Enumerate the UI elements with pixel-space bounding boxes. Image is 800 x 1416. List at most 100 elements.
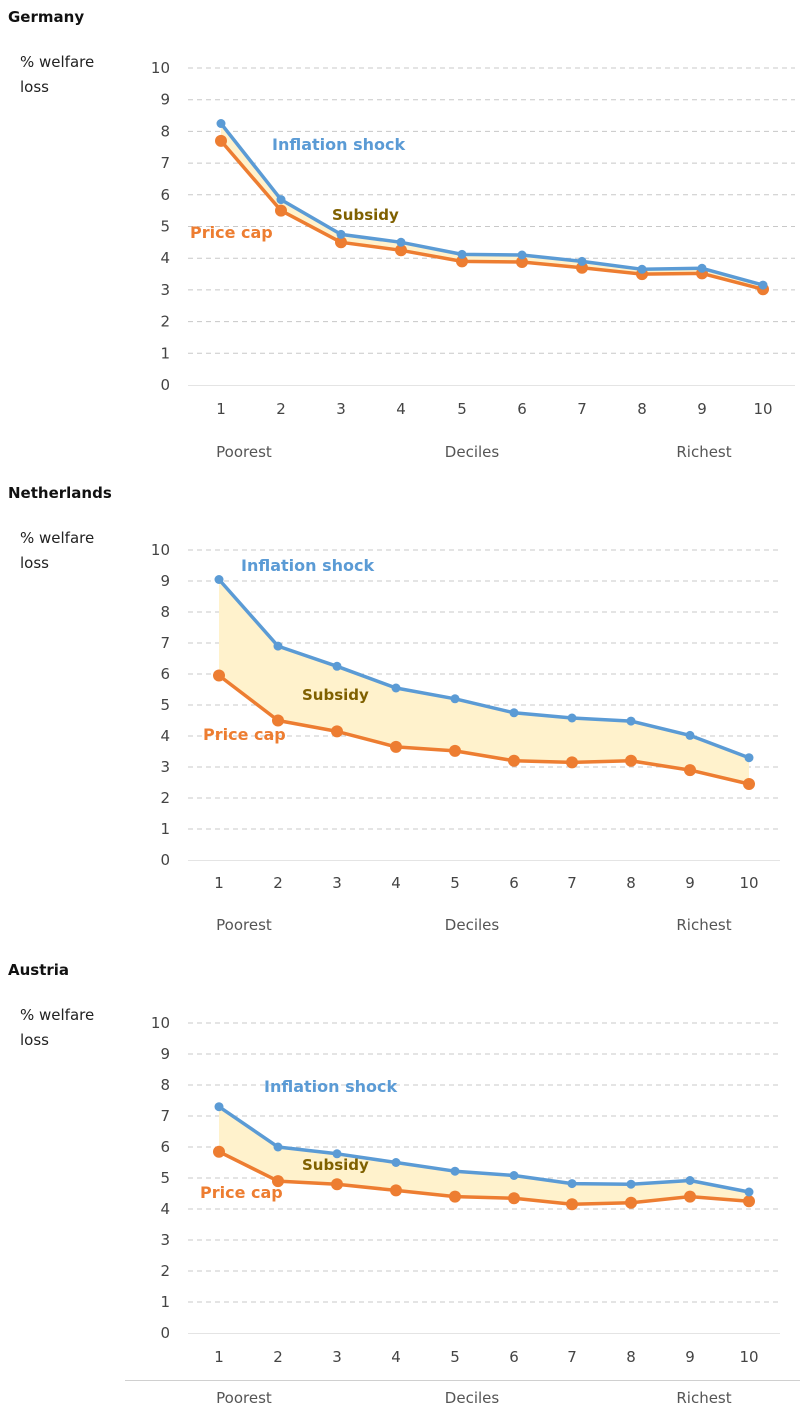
inflation-shock-point	[626, 1179, 636, 1189]
y-tick-label: 0	[160, 376, 170, 394]
x-tick-label: 4	[391, 874, 401, 892]
x-tick-label: 10	[739, 1348, 758, 1366]
y-tick-label: 1	[160, 344, 170, 362]
x-tick-label: 5	[457, 400, 467, 418]
x-tick-label: 6	[509, 874, 519, 892]
price-cap-point	[449, 744, 461, 757]
y-tick-label: 3	[160, 758, 170, 776]
price-cap-label: Price cap	[190, 223, 273, 242]
inflation-shock-point	[758, 280, 768, 290]
subsidy-label: Subsidy	[332, 206, 399, 224]
x-label-poorest: Poorest	[216, 916, 272, 934]
price-cap-line	[217, 674, 750, 786]
y-tick-label: 6	[160, 186, 170, 204]
subsidy-area	[219, 1106, 749, 1205]
x-tick-label: 6	[517, 400, 527, 418]
y-tick-label: 7	[160, 634, 170, 652]
x-tick-label: 9	[685, 874, 695, 892]
y-tick-label: 6	[160, 665, 170, 683]
inflation-shock-label: Inflation shock	[272, 135, 405, 154]
y-tick-label: 4	[160, 1200, 170, 1218]
price-cap-point	[213, 669, 225, 682]
x-tick-label: 3	[332, 874, 342, 892]
inflation-shock-point	[637, 264, 647, 274]
x-tick-label: 2	[273, 1348, 283, 1366]
price-cap-point	[215, 134, 227, 147]
y-tick-label: 10	[151, 59, 170, 77]
y-axis-label: loss	[20, 554, 49, 572]
y-tick-label: 0	[160, 1324, 170, 1342]
x-label-deciles: Deciles	[445, 1389, 500, 1407]
inflation-shock-point	[450, 694, 460, 704]
price-cap-point	[566, 1198, 578, 1211]
y-tick-label: 0	[160, 851, 170, 869]
y-tick-label: 2	[160, 1262, 170, 1280]
inflation-shock-line	[217, 578, 750, 760]
x-tick-label: 9	[685, 1348, 695, 1366]
x-label-richest: Richest	[676, 443, 731, 461]
inflation-shock-point	[567, 1179, 577, 1189]
price-cap-point	[331, 1178, 343, 1191]
x-tick-label: 8	[637, 400, 647, 418]
x-tick-label: 2	[273, 874, 283, 892]
inflation-shock-point	[273, 641, 283, 651]
x-tick-label: 8	[626, 1348, 636, 1366]
chart-panel: Netherlands % welfare loss 0 1 2 3 4 5 6 7 8 9 10 1 2 3 4…	[8, 484, 780, 934]
inflation-shock-point	[577, 256, 587, 266]
price-cap-point	[508, 1192, 520, 1205]
price-cap-point	[625, 1196, 637, 1209]
inflation-shock-point	[457, 249, 467, 259]
y-tick-label: 1	[160, 1293, 170, 1311]
chart-panel: Austria % welfare loss 0 1 2 3 4 5 6 7 8 9 10 1 2 3 4 5 6 7 8…	[8, 961, 780, 1407]
inflation-shock-label: Inflation shock	[264, 1077, 397, 1096]
y-tick-label: 4	[160, 249, 170, 267]
y-tick-label: 10	[151, 1014, 170, 1032]
price-cap-label: Price cap	[203, 725, 286, 744]
y-tick-label: 2	[160, 789, 170, 807]
x-tick-label: 4	[391, 1348, 401, 1366]
inflation-shock-point	[685, 730, 695, 740]
y-axis-label: % welfare	[20, 1006, 94, 1024]
price-cap-label: Price cap	[200, 1183, 283, 1202]
price-cap-point	[684, 764, 696, 777]
price-cap-point	[456, 255, 468, 268]
x-tick-label: 7	[567, 1348, 577, 1366]
y-tick-label: 4	[160, 727, 170, 745]
x-tick-label: 1	[216, 400, 226, 418]
price-cap-point	[743, 778, 755, 790]
inflation-shock-line	[219, 122, 764, 287]
x-tick-label: 7	[577, 400, 587, 418]
y-tick-label: 9	[160, 1045, 170, 1063]
subsidy-label: Subsidy	[302, 1156, 369, 1174]
y-tick-label: 6	[160, 1138, 170, 1156]
price-cap-point	[390, 740, 402, 753]
price-cap-point	[516, 256, 528, 268]
price-cap-point	[566, 756, 578, 769]
inflation-shock-point	[273, 1142, 283, 1152]
y-tick-label: 5	[160, 218, 170, 236]
inflation-shock-point	[744, 1187, 754, 1197]
y-tick-label: 8	[160, 603, 170, 621]
x-tick-label: 7	[567, 874, 577, 892]
inflation-shock-point	[276, 195, 286, 205]
inflation-shock-point	[336, 229, 346, 239]
x-tick-label: 9	[697, 400, 707, 418]
x-tick-label: 5	[450, 1348, 460, 1366]
inflation-shock-point	[214, 1102, 224, 1112]
inflation-shock-point	[332, 1149, 342, 1159]
price-cap-point	[449, 1190, 461, 1203]
y-axis-label: loss	[20, 1031, 49, 1049]
inflation-shock-point	[685, 1176, 695, 1185]
y-tick-label: 9	[160, 91, 170, 109]
y-tick-label: 7	[160, 1107, 170, 1125]
x-label-deciles: Deciles	[445, 443, 500, 461]
inflation-shock-point	[391, 1158, 401, 1167]
y-tick-label: 7	[160, 154, 170, 172]
price-cap-point	[390, 1184, 402, 1197]
x-label-poorest: Poorest	[216, 1389, 272, 1407]
x-tick-label: 10	[739, 874, 758, 892]
y-tick-label: 2	[160, 313, 170, 331]
y-tick-label: 1	[160, 820, 170, 838]
y-tick-label: 3	[160, 281, 170, 299]
